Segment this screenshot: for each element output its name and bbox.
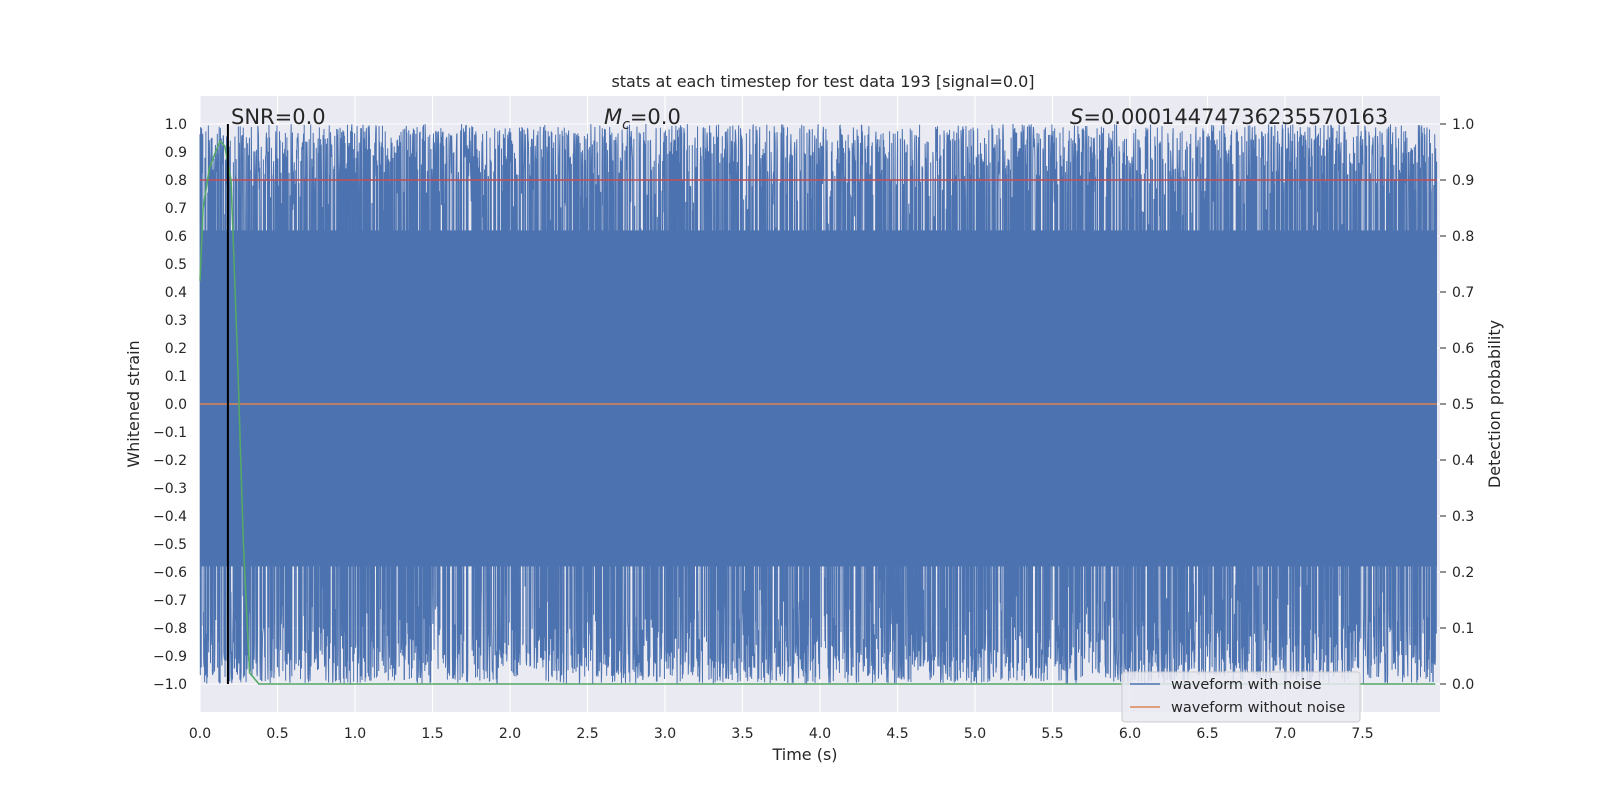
y-tick-label-14: −0.4 [153, 509, 187, 525]
y-right-tick-label-4: 0.6 [1452, 341, 1474, 357]
x-tick-labels: 0.0 0.5 1.0 1.5 2.0 2.5 3.0 3.5 4.0 4.5 5.0 5.5 6.0 6… [189, 726, 1374, 742]
y-right-tick-label-2: 0.8 [1452, 229, 1474, 245]
x-tick-label-13: 6.5 [1196, 726, 1218, 742]
y-tick-label-18: −0.8 [153, 621, 187, 637]
y-right-tick-label-0: 1.0 [1452, 117, 1474, 133]
annotation-chirp-mass: Mc=0.0 [604, 105, 681, 133]
x-tick-label-6: 3.0 [654, 726, 676, 742]
y-tick-label-11: −0.1 [153, 425, 187, 441]
x-tick-label-7: 3.5 [731, 726, 753, 742]
x-tick-label-4: 2.0 [499, 726, 521, 742]
x-tick-label-11: 5.5 [1041, 726, 1063, 742]
y-tick-labels: 1.0 0.9 0.8 0.7 0.6 0.5 0.4 0.3 0.2 0.1 0.0 −0.1 −0.… [153, 117, 187, 693]
x-tick-label-9: 4.5 [886, 726, 908, 742]
x-tick-label-2: 1.0 [344, 726, 366, 742]
y-tick-label-4: 0.6 [165, 229, 187, 245]
y-tick-label-15: −0.5 [153, 537, 187, 553]
noise-line [199, 124, 1438, 685]
y-tick-label-20: −1.0 [153, 677, 187, 693]
legend: waveform with noise waveform without noi… [1121, 671, 1361, 723]
x-tick-label-1: 0.5 [266, 726, 288, 742]
y-tick-label-1: 0.9 [165, 145, 187, 161]
x-tick-label-5: 2.5 [576, 726, 598, 742]
y-tick-label-8: 0.2 [165, 341, 187, 357]
x-axis-label: Time (s) [771, 745, 837, 764]
y-tick-label-16: −0.6 [153, 565, 187, 581]
annotation-s-value: =0.00014474736235570163 [1083, 105, 1388, 129]
y-right-tick-label-3: 0.7 [1452, 285, 1474, 301]
y-tick-label-19: −0.9 [153, 649, 187, 665]
x-tick-label-15: 7.5 [1351, 726, 1373, 742]
annotation-chirp-mass-subscript: c [622, 117, 630, 133]
y-right-tick-label-7: 0.3 [1452, 509, 1474, 525]
x-tick-label-3: 1.5 [421, 726, 443, 742]
annotation-s-symbol: S [1070, 105, 1083, 129]
annotation-snr: SNR=0.0 [231, 105, 326, 129]
y-tick-label-10: 0.0 [165, 397, 187, 413]
y-right-tick-label-8: 0.2 [1452, 565, 1474, 581]
y-tick-label-5: 0.5 [165, 257, 187, 273]
y-tick-label-12: −0.2 [153, 453, 187, 469]
y-right-tick-label-10: 0.0 [1452, 677, 1474, 693]
chart-title: stats at each timestep for test data 193… [611, 72, 1034, 91]
y-right-tick-label-1: 0.9 [1452, 173, 1474, 189]
annotation-s: S=0.00014474736235570163 [1070, 105, 1388, 129]
y-tick-label-3: 0.7 [165, 201, 187, 217]
x-tick-label-8: 4.0 [809, 726, 831, 742]
y-right-tick-label-5: 0.5 [1452, 397, 1474, 413]
y-tick-label-17: −0.7 [153, 593, 187, 609]
y-right-tick-labels: 1.0 0.9 0.8 0.7 0.6 0.5 0.4 0.3 0.2 0.1 0.0 [1440, 117, 1474, 693]
legend-label-noise: waveform with noise [1171, 677, 1322, 693]
y-tick-label-6: 0.4 [165, 285, 187, 301]
annotation-chirp-mass-symbol: M [604, 105, 622, 129]
x-tick-label-0: 0.0 [189, 726, 211, 742]
y-tick-label-9: 0.1 [165, 369, 187, 385]
x-tick-label-14: 7.0 [1274, 726, 1296, 742]
y-right-tick-label-9: 0.1 [1452, 621, 1474, 637]
y-tick-label-2: 0.8 [165, 173, 187, 189]
y-tick-label-0: 1.0 [165, 117, 187, 133]
y-tick-label-7: 0.3 [165, 313, 187, 329]
annotation-chirp-mass-value: =0.0 [630, 105, 681, 129]
series-waveform-with-noise [199, 124, 1438, 685]
x-tick-label-10: 5.0 [964, 726, 986, 742]
y-axis-label: Whitened strain [124, 340, 143, 467]
x-tick-label-12: 6.0 [1119, 726, 1141, 742]
y-right-axis-label: Detection probability [1485, 320, 1504, 488]
legend-box [1121, 671, 1361, 723]
y-right-tick-label-6: 0.4 [1452, 453, 1474, 469]
y-tick-label-13: −0.3 [153, 481, 187, 497]
legend-label-clean: waveform without noise [1171, 700, 1345, 716]
